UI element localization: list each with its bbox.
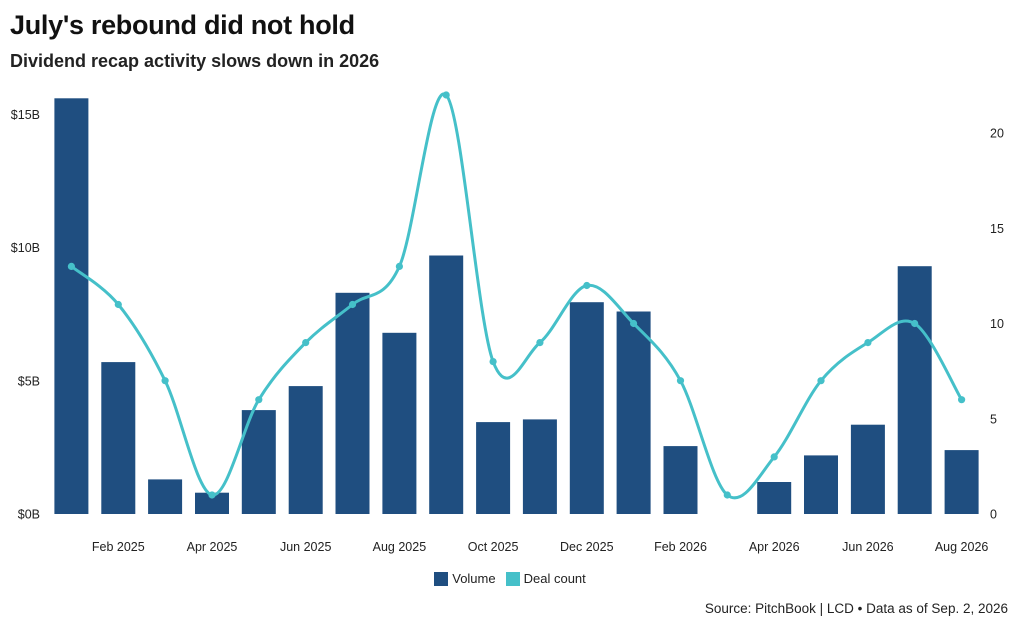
x-axis: Feb 2025 Apr 2025 Jun 2025 Aug 2025 Oct 2025… xyxy=(92,540,989,554)
bar-jun-2025[interactable] xyxy=(288,386,323,514)
deal-count-series xyxy=(67,91,966,500)
bar-jul-2025[interactable] xyxy=(335,292,370,514)
x-axis-tick-label: Dec 2025 xyxy=(560,540,614,554)
legend-swatch-deal-count xyxy=(505,571,520,586)
deal-count-point-jan-2026[interactable] xyxy=(630,319,638,328)
deal-count-point-mar-2025[interactable] xyxy=(161,377,169,385)
left-axis-tick-label: $10B xyxy=(11,241,40,255)
x-axis-tick-label: Apr 2026 xyxy=(749,540,800,554)
bar-mar-2025[interactable] xyxy=(148,479,183,514)
x-axis-tick-label: Jun 2025 xyxy=(280,540,331,554)
bar-apr-2026[interactable] xyxy=(757,482,792,514)
right-axis-tick-label: 10 xyxy=(990,317,1004,331)
deal-count-point-jan-2025[interactable] xyxy=(67,262,75,270)
right-axis-tick-label: 15 xyxy=(990,222,1004,236)
volume-bars xyxy=(54,98,979,515)
deal-count-point-jun-2026[interactable] xyxy=(864,339,872,347)
deal-count-point-apr-2026[interactable] xyxy=(770,453,778,461)
legend-item-deal-count[interactable]: Deal count xyxy=(505,571,586,586)
legend: Volume Deal count xyxy=(0,571,1020,586)
x-axis-tick-label: Aug 2026 xyxy=(935,540,989,554)
deal-count-point-aug-2025[interactable] xyxy=(395,262,403,270)
deal-count-point-aug-2026[interactable] xyxy=(958,396,966,404)
bar-aug-2026[interactable] xyxy=(944,450,979,514)
bar-aug-2025[interactable] xyxy=(382,332,417,514)
deal-count-point-sep-2025[interactable] xyxy=(442,91,450,99)
x-axis-tick-label: Jun 2026 xyxy=(842,540,893,554)
right-axis-tick-label: 5 xyxy=(990,412,997,426)
bar-sep-2025[interactable] xyxy=(429,255,464,515)
right-y-axis: 0 5 10 15 20 xyxy=(990,127,1004,522)
legend-swatch-volume xyxy=(434,571,449,586)
left-axis-tick-label: $15B xyxy=(11,108,40,122)
x-axis-tick-label: Feb 2025 xyxy=(92,540,145,554)
deal-count-point-may-2025[interactable] xyxy=(255,396,263,404)
right-axis-tick-label: 0 xyxy=(990,508,997,522)
bar-nov-2025[interactable] xyxy=(522,419,557,514)
chart-title: July's rebound did not hold xyxy=(10,10,355,40)
legend-label-volume: Volume xyxy=(452,571,496,586)
deal-count-line xyxy=(70,92,963,500)
deal-count-point-feb-2025[interactable] xyxy=(114,300,122,309)
legend-label-deal-count: Deal count xyxy=(523,571,586,586)
source-note: Source: PitchBook | LCD • Data as of Sep… xyxy=(704,601,1008,616)
right-axis-tick-label: 20 xyxy=(990,127,1004,141)
deal-count-point-oct-2025[interactable] xyxy=(489,358,497,366)
deal-count-point-may-2026[interactable] xyxy=(817,377,825,385)
bar-dec-2025[interactable] xyxy=(569,302,604,514)
deal-count-point-apr-2025[interactable] xyxy=(208,491,216,499)
legend-item-volume[interactable]: Volume xyxy=(434,571,496,586)
bar-feb-2026[interactable] xyxy=(663,446,698,514)
x-axis-tick-label: Oct 2025 xyxy=(468,540,519,554)
x-axis-tick-label: Aug 2025 xyxy=(373,540,427,554)
deal-count-point-jul-2025[interactable] xyxy=(348,300,357,309)
bar-jun-2026[interactable] xyxy=(850,424,885,514)
bar-apr-2025[interactable] xyxy=(195,492,229,514)
bar-jan-2025[interactable] xyxy=(54,98,89,515)
x-axis-tick-label: Feb 2026 xyxy=(654,540,707,554)
deal-count-point-jul-2026[interactable] xyxy=(911,319,919,328)
bar-jul-2026[interactable] xyxy=(897,266,932,514)
deal-count-point-jun-2025[interactable] xyxy=(302,339,310,347)
deal-count-point-feb-2026[interactable] xyxy=(676,377,685,385)
deal-count-point-dec-2025[interactable] xyxy=(583,281,591,290)
left-axis-tick-label: $5B xyxy=(18,374,40,388)
deal-count-point-nov-2025[interactable] xyxy=(536,339,544,347)
bar-jan-2026[interactable] xyxy=(616,311,651,515)
bar-oct-2025[interactable] xyxy=(476,422,511,514)
bar-feb-2025[interactable] xyxy=(101,362,136,514)
bar-may-2026[interactable] xyxy=(804,455,838,514)
left-axis-tick-label: $0B xyxy=(18,508,40,522)
x-axis-tick-label: Apr 2025 xyxy=(187,540,238,554)
left-y-axis: $0B $5B $10B $15B xyxy=(11,108,40,522)
deal-count-point-mar-2026[interactable] xyxy=(723,491,731,499)
chart-subtitle: Dividend recap activity slows down in 20… xyxy=(10,51,380,71)
